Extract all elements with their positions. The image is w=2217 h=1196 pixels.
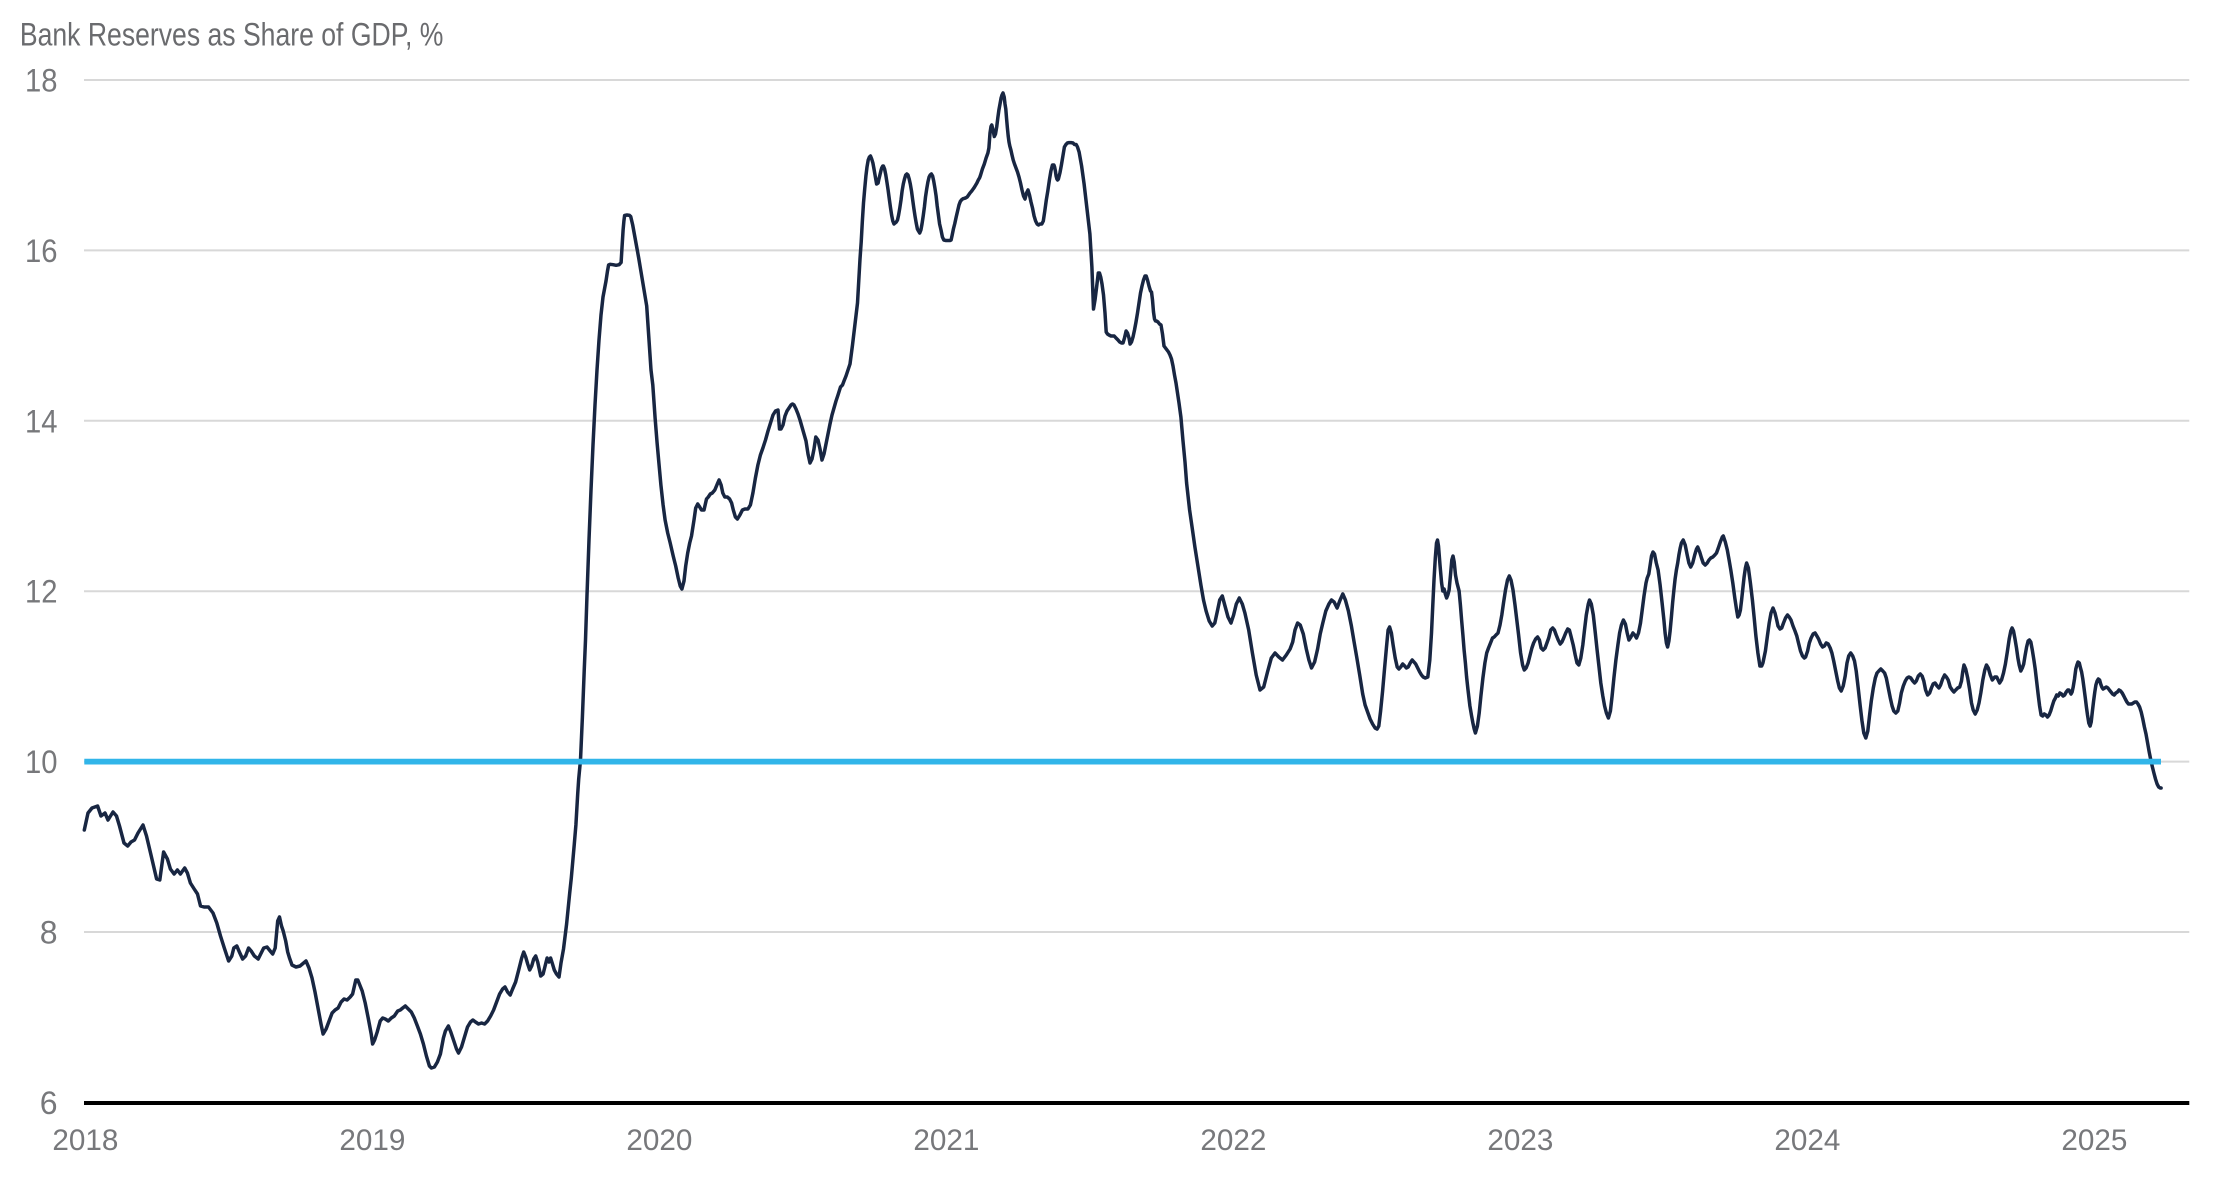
svg-text:2024: 2024 — [1774, 1124, 1840, 1157]
svg-text:8: 8 — [40, 915, 58, 951]
svg-text:18: 18 — [25, 63, 58, 99]
svg-text:2019: 2019 — [339, 1124, 405, 1157]
svg-text:2020: 2020 — [626, 1124, 692, 1157]
svg-text:2018: 2018 — [52, 1124, 118, 1157]
svg-text:6: 6 — [40, 1085, 58, 1121]
svg-text:Bank Reserves as Share of GDP,: Bank Reserves as Share of GDP, % — [20, 16, 444, 52]
svg-text:2023: 2023 — [1487, 1124, 1553, 1157]
svg-text:2025: 2025 — [2061, 1124, 2127, 1157]
svg-text:2022: 2022 — [1200, 1124, 1266, 1157]
svg-text:2021: 2021 — [913, 1124, 979, 1157]
svg-text:16: 16 — [25, 233, 58, 269]
svg-text:12: 12 — [25, 574, 58, 610]
svg-text:14: 14 — [25, 403, 58, 439]
svg-text:10: 10 — [25, 744, 58, 780]
